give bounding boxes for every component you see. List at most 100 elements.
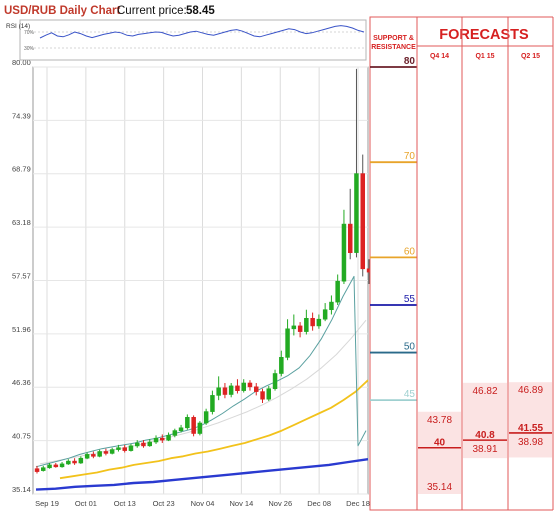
candle-body bbox=[304, 317, 309, 332]
y-tick-label: 68.79 bbox=[12, 165, 31, 174]
sr-title: RESISTANCE bbox=[371, 44, 416, 51]
forecast-low-value: 35.14 bbox=[427, 482, 452, 493]
forecast-mid-value: 41.55 bbox=[518, 423, 543, 434]
chart-title: USD/RUB Daily Chart bbox=[4, 5, 120, 17]
candle-body bbox=[135, 442, 140, 447]
candle-body bbox=[172, 430, 178, 436]
sr-level-label: 60 bbox=[404, 246, 416, 257]
forecast-range-box bbox=[418, 411, 461, 494]
candle-body bbox=[66, 460, 71, 465]
candle-body bbox=[34, 468, 40, 472]
candle-body bbox=[178, 427, 184, 431]
rsi-level-label: 30% bbox=[24, 46, 35, 52]
candle-body bbox=[197, 422, 203, 434]
sr-level-label: 55 bbox=[404, 294, 416, 305]
candle-body bbox=[222, 387, 228, 395]
ma-long-line bbox=[35, 458, 369, 491]
candle-body bbox=[272, 373, 278, 389]
forecasts-title: FORECASTS bbox=[439, 27, 529, 43]
x-tick-label: Sep 19 bbox=[35, 499, 59, 508]
candle-body bbox=[203, 411, 209, 424]
sr-level-label: 50 bbox=[404, 342, 416, 353]
candle-body bbox=[360, 173, 365, 270]
candle-body bbox=[322, 309, 328, 320]
y-tick-label: 35.14 bbox=[12, 485, 31, 494]
candle-body bbox=[128, 445, 134, 451]
y-tick-label: 51.96 bbox=[12, 325, 31, 334]
candle-body bbox=[97, 451, 102, 457]
candle-body bbox=[116, 447, 121, 450]
candle-body bbox=[191, 416, 196, 434]
forecast-low-value: 38.91 bbox=[472, 444, 497, 455]
x-tick-label: Nov 14 bbox=[229, 499, 253, 508]
candle-body bbox=[141, 442, 146, 447]
sr-panel-frame bbox=[369, 16, 418, 511]
forecast-low-value: 38.98 bbox=[518, 437, 543, 448]
candle-body bbox=[210, 395, 215, 412]
rsi-frame bbox=[19, 19, 367, 61]
x-tick-label: Oct 13 bbox=[114, 499, 136, 508]
forecast-range-box bbox=[509, 382, 552, 458]
candle-body bbox=[185, 416, 190, 429]
candle-body bbox=[153, 437, 159, 443]
candle-body bbox=[266, 388, 271, 400]
forecast-column-label: Q4 14 bbox=[430, 53, 449, 60]
ma-faint-line bbox=[39, 319, 367, 465]
candle-body bbox=[347, 223, 353, 254]
forecast-range-box bbox=[463, 382, 507, 459]
rsi-panel: RSI (14)70% 30% bbox=[6, 19, 367, 61]
candle-body bbox=[329, 301, 334, 311]
y-tick-label: 57.57 bbox=[12, 272, 31, 281]
candle-body bbox=[260, 391, 265, 400]
candle-body bbox=[316, 318, 322, 327]
candles bbox=[34, 68, 372, 474]
forecast-mid-value: 40.8 bbox=[475, 430, 495, 441]
candle-body bbox=[254, 386, 259, 392]
candle-body bbox=[291, 325, 297, 330]
x-tick-label: Oct 23 bbox=[153, 499, 175, 508]
candle-body bbox=[122, 447, 128, 451]
x-tick-label: Dec 18 bbox=[346, 499, 370, 508]
x-tick-label: Nov 26 bbox=[268, 499, 292, 508]
candle-body bbox=[147, 441, 153, 447]
candle-body bbox=[228, 385, 234, 395]
candle-body bbox=[53, 464, 59, 468]
sr-title: SUPPORT & bbox=[373, 35, 414, 42]
candle-body bbox=[47, 464, 52, 469]
candle-body bbox=[59, 463, 65, 468]
sr-level-label: 70 bbox=[404, 151, 416, 162]
price-label: Current price: bbox=[117, 5, 187, 17]
candle-body bbox=[235, 385, 240, 391]
rsi-level-label: 70% bbox=[24, 30, 35, 36]
candle-body bbox=[354, 173, 359, 253]
forecast-high-value: 46.82 bbox=[472, 386, 497, 397]
ma-mid-line bbox=[59, 379, 369, 480]
y-tick-label: 74.39 bbox=[12, 111, 31, 120]
candle-body bbox=[310, 317, 315, 327]
forecast-column-label: Q2 15 bbox=[521, 53, 540, 60]
candle-body bbox=[91, 454, 96, 457]
candle-body bbox=[341, 223, 347, 282]
x-tick-label: Dec 08 bbox=[307, 499, 331, 508]
candle-body bbox=[285, 328, 290, 358]
candle-body bbox=[166, 435, 171, 441]
rsi-line bbox=[39, 25, 365, 39]
forecast-high-value: 46.89 bbox=[518, 385, 543, 396]
candle-body bbox=[241, 382, 247, 391]
x-tick-label: Oct 01 bbox=[75, 499, 97, 508]
candle-body bbox=[216, 387, 221, 396]
forecasts-panel: FORECASTS Q4 14 43.78 40 35.14 Q1 15 46.82 40.8… bbox=[416, 16, 554, 511]
candle-body bbox=[78, 457, 84, 464]
moving-averages bbox=[35, 275, 369, 491]
sr-level-label: 45 bbox=[404, 389, 416, 400]
y-tick-label: 63.18 bbox=[12, 218, 31, 227]
candle-body bbox=[72, 460, 77, 464]
support-resistance-panel: SUPPORT & RESISTANCE 80 70 60 55 50 45 bbox=[369, 16, 418, 511]
candle-body bbox=[247, 382, 253, 388]
candle-body bbox=[335, 280, 340, 303]
forecast-high-value: 43.78 bbox=[427, 415, 452, 426]
x-tick-label: Nov 04 bbox=[191, 499, 215, 508]
y-tick-label: 80.00 bbox=[12, 58, 31, 67]
